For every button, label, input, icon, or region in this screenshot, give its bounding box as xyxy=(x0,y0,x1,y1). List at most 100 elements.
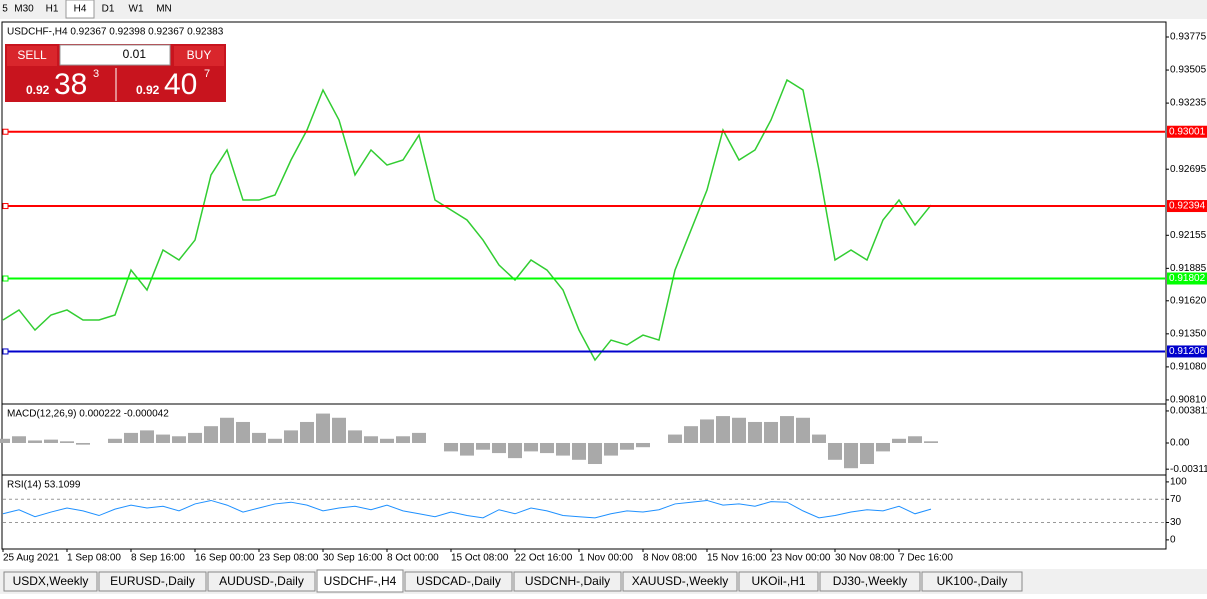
histogram-bar xyxy=(156,434,170,443)
histogram-bar xyxy=(204,426,218,443)
buy-price-big: 0.92 xyxy=(136,83,160,97)
timeframe-button[interactable]: H4 xyxy=(74,4,87,15)
symbol-title: USDCHF-,H4 0.92367 0.92398 0.92367 0.923… xyxy=(7,27,224,38)
tab[interactable] xyxy=(404,571,513,592)
level-tag xyxy=(1167,345,1207,358)
y-tick-label: 0.91885 xyxy=(1170,263,1207,274)
price-line xyxy=(2,78,932,362)
sell-price-point: 3 xyxy=(93,68,99,80)
lot-value[interactable]: 0.01 xyxy=(123,47,147,61)
histogram-bar xyxy=(44,439,58,443)
histogram-bar xyxy=(380,438,394,443)
timeframe-button[interactable]: MN xyxy=(156,4,172,15)
histogram-bar xyxy=(604,442,618,456)
y-tick-label: 0.91080 xyxy=(1170,362,1207,373)
tab[interactable] xyxy=(622,571,738,592)
tab-label[interactable]: USDX,Weekly xyxy=(13,574,89,588)
level-label: 0.91206 xyxy=(1169,346,1206,357)
x-tick-label: 23 Sep 08:00 xyxy=(259,553,319,564)
tab-label[interactable]: XAUUSD-,Weekly xyxy=(632,574,728,588)
y-tick-label: 0.91350 xyxy=(1170,328,1207,339)
histogram-bar xyxy=(492,442,506,454)
sell-price-pips: 38 xyxy=(54,68,87,101)
buy-button[interactable] xyxy=(174,46,224,66)
y-tick-label: 0.93505 xyxy=(1170,65,1207,76)
macd-title: MACD(12,26,9) 0.000222 -0.000042 xyxy=(7,409,169,420)
y-tick-label: 0.92155 xyxy=(1170,230,1207,241)
histogram-bar xyxy=(460,442,474,456)
tab-label[interactable]: USDCAD-,Daily xyxy=(416,574,501,588)
timeframe-button[interactable]: W1 xyxy=(129,4,144,15)
histogram-bar xyxy=(444,442,458,452)
tab-label[interactable]: EURUSD-,Daily xyxy=(110,574,195,588)
timeframe-button[interactable]: D1 xyxy=(102,4,115,15)
tab-label[interactable]: AUDUSD-,Daily xyxy=(219,574,304,588)
buy-price-pips: 40 xyxy=(164,68,197,101)
level-tag xyxy=(1167,272,1207,285)
histogram-bar xyxy=(268,438,282,443)
tab[interactable] xyxy=(738,571,819,592)
histogram-bar xyxy=(332,417,346,443)
y-tick-label: 100 xyxy=(1170,477,1187,488)
histogram-bar xyxy=(812,434,826,443)
level-marker xyxy=(2,348,9,355)
histogram-bar xyxy=(60,441,74,443)
tab-label[interactable]: UKOil-,H1 xyxy=(751,574,805,588)
sell-label[interactable]: SELL xyxy=(17,48,47,62)
histogram-bar xyxy=(828,442,842,460)
histogram-bar xyxy=(220,417,234,443)
tab-label[interactable]: UK100-,Daily xyxy=(937,574,1008,588)
histogram-bar xyxy=(556,442,570,456)
timeframe-button[interactable]: H1 xyxy=(46,4,59,15)
histogram-bar xyxy=(540,442,554,454)
level-marker xyxy=(2,275,9,282)
buy-label[interactable]: BUY xyxy=(187,48,212,62)
x-tick-label: 7 Dec 16:00 xyxy=(899,553,953,564)
histogram-bar xyxy=(908,436,922,443)
histogram-bar xyxy=(140,430,154,443)
tab-label[interactable]: USDCHF-,H4 xyxy=(324,574,397,588)
y-tick-label: 0.90810 xyxy=(1170,395,1207,406)
y-tick-label: 0.92695 xyxy=(1170,164,1207,175)
histogram-bar xyxy=(700,419,714,443)
histogram-bar xyxy=(508,442,522,459)
level-tag xyxy=(1167,125,1207,138)
tab-label[interactable]: DJ30-,Weekly xyxy=(833,574,907,588)
lot-input[interactable] xyxy=(59,44,171,66)
x-tick-label: 30 Sep 16:00 xyxy=(323,553,383,564)
histogram-bar xyxy=(0,438,10,443)
tab[interactable] xyxy=(98,571,207,592)
histogram-bar xyxy=(172,436,186,443)
tab[interactable] xyxy=(207,571,316,592)
x-tick-label: 1 Sep 08:00 xyxy=(67,553,121,564)
tab[interactable] xyxy=(513,571,622,592)
histogram-bar xyxy=(572,442,586,460)
histogram-bar xyxy=(124,432,138,443)
histogram-bar xyxy=(844,442,858,469)
tab-active[interactable] xyxy=(316,569,404,593)
x-tick-label: 1 Nov 00:00 xyxy=(579,553,633,564)
timeframe-button[interactable]: M30 xyxy=(14,4,34,15)
rsi-title: RSI(14) 53.1099 xyxy=(7,480,81,491)
tab[interactable] xyxy=(921,571,1023,592)
histogram-bar xyxy=(252,432,266,443)
sell-price-big: 0.92 xyxy=(26,83,50,97)
y-tick-label: 70 xyxy=(1170,494,1182,505)
tab-label[interactable]: USDCNH-,Daily xyxy=(525,574,610,588)
x-tick-label: 22 Oct 16:00 xyxy=(515,553,573,564)
histogram-bar xyxy=(188,432,202,443)
timeframe-button[interactable]: 5 xyxy=(2,4,8,15)
x-tick-label: 16 Sep 00:00 xyxy=(195,553,255,564)
y-tick-label: 0.00 xyxy=(1170,438,1190,449)
histogram-bar xyxy=(716,416,730,443)
chart-frame xyxy=(1,21,1167,550)
x-tick-label: 30 Nov 08:00 xyxy=(835,553,895,564)
tab[interactable] xyxy=(3,571,98,592)
tab[interactable] xyxy=(819,571,921,592)
y-tick-label: 0.93775 xyxy=(1170,32,1207,43)
histogram-bar xyxy=(236,421,250,443)
histogram-bar xyxy=(860,442,874,465)
histogram-bar xyxy=(876,442,890,452)
sell-button[interactable] xyxy=(7,46,57,66)
